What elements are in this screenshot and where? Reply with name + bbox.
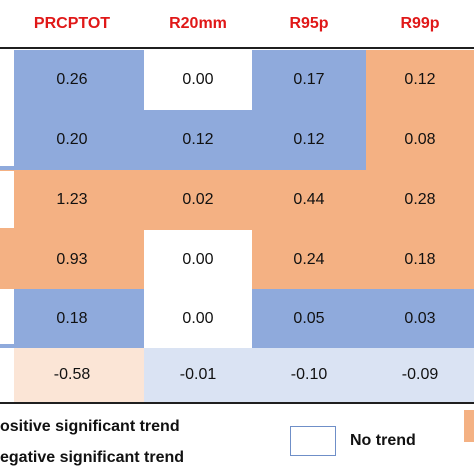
table-cell: 0.02 — [144, 170, 252, 230]
table-cell: -0.10 — [252, 348, 366, 402]
row-label-cell — [0, 348, 14, 402]
table-cell: 0.00 — [144, 50, 252, 110]
legend-negative-label: egative significant trend — [0, 449, 185, 466]
row-label-cell — [0, 289, 14, 344]
table-cell: 0.18 — [366, 230, 474, 289]
table-cell: 0.20 — [0, 110, 144, 170]
row-label-cell — [0, 171, 14, 228]
table-cell: -0.58 — [0, 348, 144, 402]
table-cell: 0.12 — [144, 110, 252, 170]
table-cell: 0.93 — [0, 230, 144, 289]
legend-no-trend-label: No trend — [350, 432, 416, 449]
table-cell: -0.09 — [366, 348, 474, 402]
header-r99p: R99p — [400, 15, 440, 32]
table-cell: 0.00 — [144, 230, 252, 289]
table-cell: 0.24 — [252, 230, 366, 289]
table-cell: 0.28 — [366, 170, 474, 230]
table-cell: 0.44 — [252, 170, 366, 230]
table-cell: 0.08 — [366, 110, 474, 170]
header-prcptot: PRCPTOT — [33, 15, 111, 32]
table-cell: 0.17 — [252, 50, 366, 110]
table-cell: 0.05 — [252, 289, 366, 348]
table-cell: 0.03 — [366, 289, 474, 348]
legend-no-trend-swatch — [290, 426, 336, 456]
table-cell: -0.01 — [144, 348, 252, 402]
table-cell: 0.12 — [366, 50, 474, 110]
header-rule — [0, 47, 474, 49]
table-cell: 1.23 — [0, 170, 144, 230]
header-r95p: R95p — [289, 15, 329, 32]
row-label-cell — [0, 50, 14, 166]
table-cell: 0.12 — [252, 110, 366, 170]
table-cell: 0.00 — [144, 289, 252, 348]
table-bottom-rule — [0, 402, 474, 404]
header-r20mm: R20mm — [169, 15, 227, 32]
table-cell: 0.26 — [0, 50, 144, 110]
legend-positive-label: ositive significant trend — [0, 418, 180, 435]
table-cell: 0.18 — [0, 289, 144, 348]
legend-positive-swatch — [464, 410, 474, 442]
